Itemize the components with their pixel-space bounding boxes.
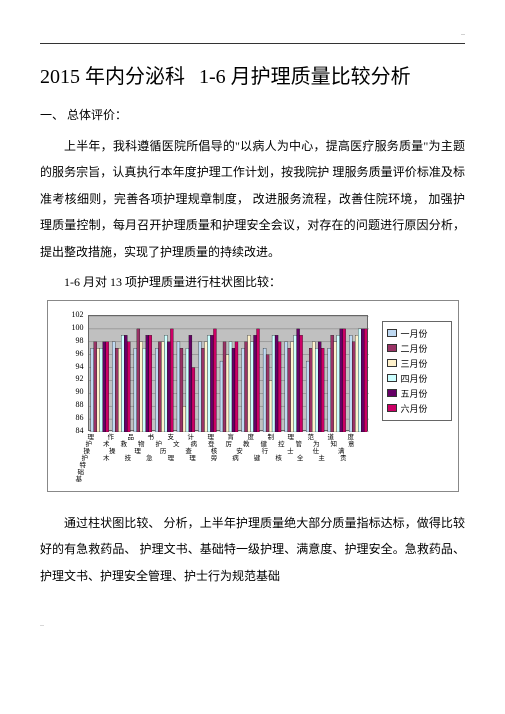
x-tick-char: 核 [275,456,282,463]
x-tick-char: 木 [103,456,110,463]
y-tick-label: 90 [60,387,84,396]
y-tick-label: 94 [60,362,84,371]
bar-chart: 8486889092949698100102 理作品书支计理肓度制理范道度护术救… [47,300,459,492]
x-tick-char: 理 [168,456,175,463]
legend-item: 一月份 [387,327,447,340]
page-corner-mark: .. [40,28,465,37]
x-tick-char: 旁 [211,456,218,463]
legend-label: 二月份 [401,342,428,355]
legend-label: 六月份 [401,402,428,415]
x-tick-char: 全 [297,456,304,463]
chart-x-axis: 理作品书支计理肓度制理范道度护术救物护文病登厉教健控管为知意操操理历查核安行士仕… [88,435,368,485]
legend-label: 五月份 [401,387,428,400]
legend-item: 三月份 [387,357,447,370]
x-tick-char: 士 [287,449,294,456]
chart-caption: 1-6 月对 13 项护理质量进行柱状图比较： [64,273,465,290]
y-tick-label: 92 [60,374,84,383]
x-tick-char: 品 [128,435,135,442]
y-tick-label: 98 [60,336,84,345]
chart-plot-area [88,315,368,431]
title-part-a: 2015 年内分泌科 [40,66,185,88]
section-heading-1: 一、 总体评价： [40,106,465,123]
legend-swatch [387,374,397,382]
y-tick-label: 102 [60,310,84,319]
legend-item: 六月份 [387,402,447,415]
legend-label: 三月份 [401,357,428,370]
x-tick-char: 文 [173,442,180,449]
legend-swatch [387,329,397,337]
x-tick-char: 技 [125,456,132,463]
y-tick-label: 86 [60,413,84,422]
legend-item: 二月份 [387,342,447,355]
page-title: 2015 年内分泌科 1-6 月护理质量比较分析 [40,62,465,92]
x-tick-char: 管 [296,442,303,449]
x-tick-char: 责 [340,456,347,463]
y-tick-label: 84 [60,426,84,435]
x-tick-char: 制 [268,435,275,442]
x-tick-char: 知 [331,442,338,449]
x-tick-char: 厉 [226,442,233,449]
x-tick-char: 行 [262,449,269,456]
y-tick-label: 96 [60,349,84,358]
chart-svg [89,316,369,432]
legend-label: 四月份 [401,372,428,385]
legend-swatch [387,359,397,367]
x-tick-char: 急 [146,456,153,463]
x-tick-char: 理 [288,435,295,442]
y-tick-label: 100 [60,323,84,332]
x-tick-char: 教 [243,442,250,449]
x-tick-char: 理 [189,456,196,463]
x-tick-char: 主 [318,456,325,463]
legend-swatch [387,344,397,352]
x-tick-char: 书 [148,435,155,442]
x-tick-char: 理 [134,449,141,456]
top-rule [40,43,465,44]
x-tick-char: 控 [278,442,285,449]
x-tick-char: 意 [348,442,355,449]
paragraph-1: 上半年，我科遵循医院所倡导的"以病人为中心，提高医疗服务质量"为主题的服务宗旨，… [40,133,465,265]
y-tick-label: 88 [60,400,84,409]
chart-legend: 一月份二月份三月份四月份五月份六月份 [382,321,452,421]
legend-swatch [387,404,397,412]
x-tick-char: 基 [76,477,83,484]
legend-swatch [387,389,397,397]
x-tick-char: 键 [254,456,261,463]
legend-label: 一月份 [401,327,428,340]
x-tick-char: 历 [160,449,167,456]
paragraph-2: 通过柱状图比较、 分析，上半年护理质量绝大部分质量指标达标，做得比较好的有急救药… [40,510,465,589]
legend-item: 五月份 [387,387,447,400]
x-tick-char: 救 [121,442,128,449]
legend-item: 四月份 [387,372,447,385]
title-part-b: 1-6 月护理质量比较分析 [199,66,411,88]
x-tick-char: 病 [232,456,239,463]
footer-mark: .. [40,619,465,628]
